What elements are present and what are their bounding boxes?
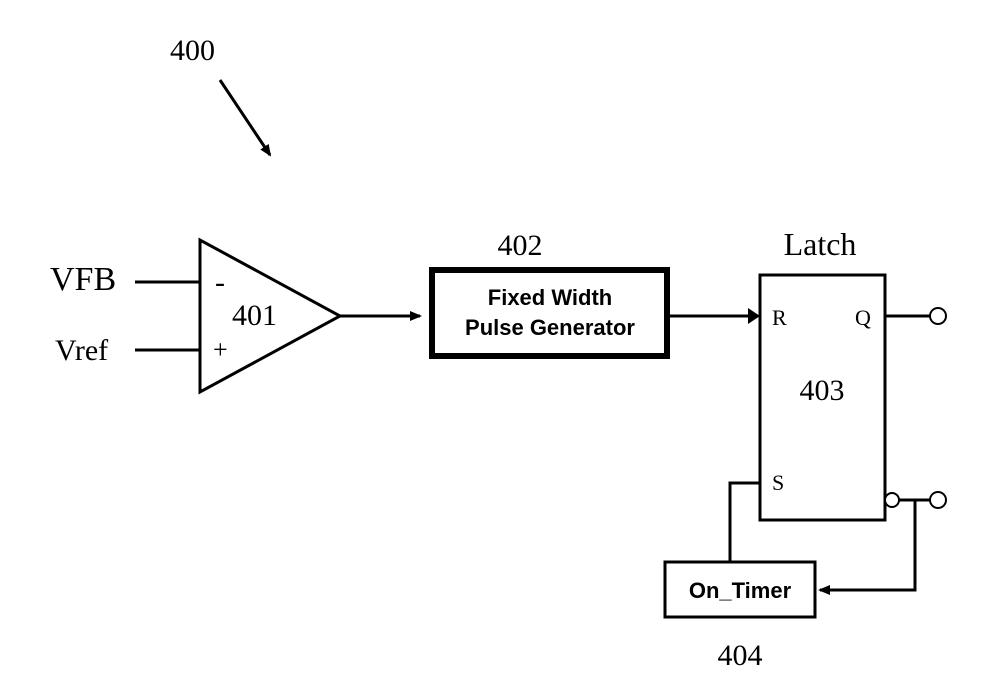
pulse-generator-line1: Fixed Width (488, 285, 612, 310)
ref-401: 401 (232, 299, 277, 332)
ref-404: 404 (718, 639, 763, 672)
pulse-generator-block (432, 270, 667, 356)
circuit-diagram: 400 VFB Vref - + 401 402 Fixed Width Pul… (0, 0, 1000, 700)
label-vfb: VFB (50, 261, 116, 298)
ref-403: 403 (800, 374, 845, 407)
q-terminal (930, 308, 946, 324)
on-timer-label: On_Timer (689, 578, 792, 603)
qbar-terminal (930, 492, 946, 508)
ref-402: 402 (498, 229, 543, 262)
latch-pin-s: S (772, 470, 784, 495)
pulse-generator-line2: Pulse Generator (465, 315, 635, 340)
comparator-plus: + (213, 335, 228, 364)
comparator-minus: - (215, 266, 225, 299)
ref-400-arrow (220, 80, 270, 155)
latch-pin-q: Q (855, 305, 871, 330)
latch-title: Latch (784, 226, 857, 262)
wire-ontimer-to-s (730, 483, 760, 562)
latch-pin-r: R (772, 305, 787, 330)
label-vref: Vref (55, 334, 108, 367)
ref-400: 400 (170, 34, 215, 67)
qbar-invert-bubble (885, 493, 899, 507)
arrow-into-r (748, 308, 760, 324)
